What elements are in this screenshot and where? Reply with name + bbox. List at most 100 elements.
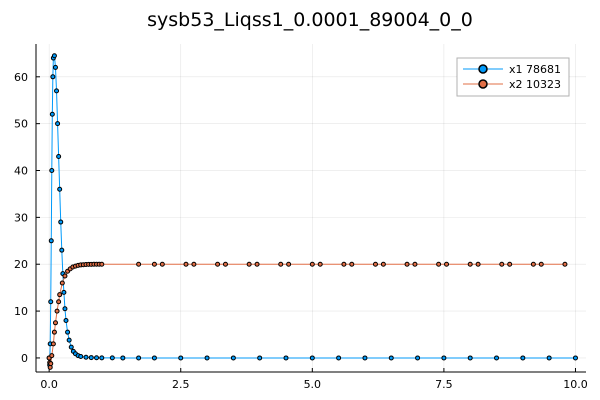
- data-point: [56, 299, 62, 305]
- data-point: [57, 186, 63, 192]
- legend-marker: [478, 79, 488, 89]
- y-tick-label: 50: [14, 118, 28, 131]
- data-point: [51, 329, 57, 335]
- data-point: [55, 121, 61, 127]
- data-point: [191, 261, 197, 267]
- x-tick-label: 0.0: [40, 378, 58, 391]
- data-point: [58, 219, 64, 225]
- data-point: [520, 355, 526, 361]
- data-point: [388, 355, 394, 361]
- data-point: [62, 306, 68, 312]
- data-point: [120, 355, 126, 361]
- chart-title: sysb53_Liqss1_0.0001_89004_0_0: [147, 9, 473, 31]
- data-point: [507, 261, 513, 267]
- x-tick-label: 10.0: [563, 378, 588, 391]
- x-tick-label: 7.5: [435, 378, 453, 391]
- data-point: [254, 261, 260, 267]
- data-point: [49, 353, 55, 359]
- data-point: [309, 261, 315, 267]
- series-group: [46, 53, 578, 368]
- data-point: [183, 261, 189, 267]
- data-point: [68, 344, 74, 350]
- data-point: [159, 261, 165, 267]
- legend-label: x2 10323: [509, 78, 561, 91]
- y-tick-label: 20: [14, 258, 28, 271]
- axes: [35, 44, 586, 373]
- data-point: [246, 261, 252, 267]
- y-tick-label: 30: [14, 211, 28, 224]
- data-point: [83, 354, 89, 360]
- data-point: [286, 261, 292, 267]
- data-point: [380, 261, 386, 267]
- data-point: [278, 261, 284, 267]
- data-point: [56, 153, 62, 159]
- data-point: [546, 355, 552, 361]
- data-point: [404, 261, 410, 267]
- data-point: [51, 53, 57, 59]
- data-point: [50, 341, 56, 347]
- data-point: [309, 355, 315, 361]
- data-point: [136, 261, 142, 267]
- data-point: [61, 289, 67, 295]
- data-point: [109, 355, 115, 361]
- data-point: [349, 261, 355, 267]
- legend-label: x1 78681: [509, 63, 561, 76]
- legend: x1 78681 x2 10323: [456, 57, 570, 97]
- data-point: [65, 329, 71, 335]
- data-point: [49, 168, 55, 174]
- y-tick-label: 60: [14, 71, 28, 84]
- y-tick-label: 40: [14, 165, 28, 178]
- data-point: [204, 355, 210, 361]
- data-point: [530, 261, 536, 267]
- data-point: [562, 261, 568, 267]
- x-tick-label: 5.0: [304, 378, 322, 391]
- y-tick-label: 0: [21, 352, 28, 365]
- data-point: [48, 238, 54, 244]
- data-point: [49, 111, 55, 117]
- y-tick-label: 10: [14, 305, 28, 318]
- legend-box: [456, 57, 570, 97]
- data-point: [62, 273, 68, 279]
- data-point: [467, 355, 473, 361]
- data-point: [136, 355, 142, 361]
- data-point: [415, 355, 421, 361]
- data-point: [50, 74, 56, 80]
- data-point: [99, 355, 105, 361]
- data-point: [48, 361, 54, 367]
- data-point: [222, 261, 228, 267]
- data-point: [341, 261, 347, 267]
- data-point: [336, 355, 342, 361]
- data-point: [48, 299, 54, 305]
- series-layer: [46, 53, 578, 370]
- data-point: [230, 355, 236, 361]
- data-point: [257, 355, 263, 361]
- data-point: [441, 355, 447, 361]
- data-point: [63, 317, 69, 323]
- data-point: [59, 247, 65, 253]
- data-point: [436, 261, 442, 267]
- data-point: [372, 261, 378, 267]
- data-point: [499, 261, 505, 267]
- data-point: [538, 261, 544, 267]
- data-point: [317, 261, 323, 267]
- tick-labels: 0.0 2.5 5.0 7.5 10.0 0 10 20 30 40 50 60: [14, 71, 588, 391]
- data-point: [178, 355, 184, 361]
- data-point: [467, 261, 473, 267]
- data-point: [475, 261, 481, 267]
- data-point: [54, 308, 60, 314]
- data-point: [151, 261, 157, 267]
- data-point: [572, 355, 578, 361]
- data-point: [54, 88, 60, 94]
- data-point: [494, 355, 500, 361]
- data-point: [215, 261, 221, 267]
- data-point: [57, 292, 63, 298]
- data-point: [52, 64, 58, 70]
- data-point: [283, 355, 289, 361]
- data-point: [151, 355, 157, 361]
- legend-marker: [478, 64, 488, 74]
- data-point: [52, 320, 58, 326]
- data-point: [362, 355, 368, 361]
- series-group: [46, 261, 568, 370]
- data-point: [66, 337, 72, 343]
